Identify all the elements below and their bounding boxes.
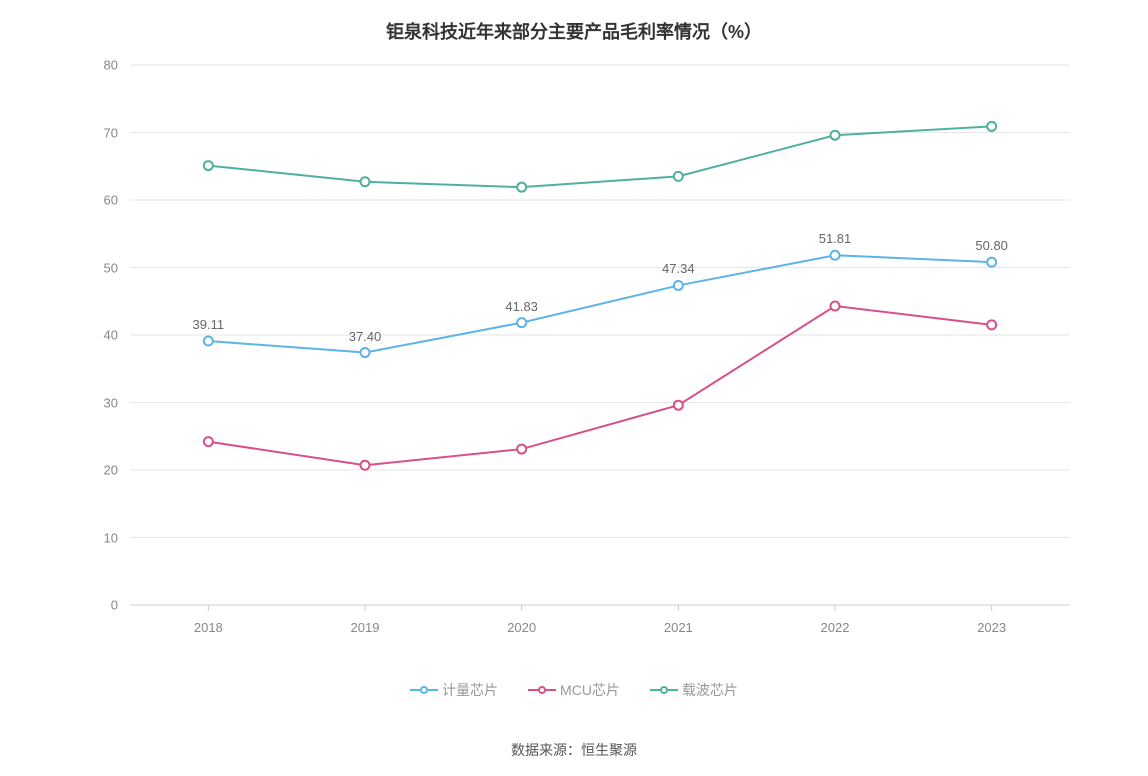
- legend-item[interactable]: 载波芯片: [650, 680, 738, 700]
- y-tick-label: 70: [78, 125, 118, 140]
- data-label: 51.81: [819, 231, 852, 246]
- legend-label: 载波芯片: [682, 680, 738, 700]
- legend-marker-icon: [528, 684, 556, 696]
- data-label: 39.11: [193, 317, 225, 332]
- y-tick-label: 50: [78, 260, 118, 275]
- y-tick-label: 30: [78, 395, 118, 410]
- legend-marker-icon: [650, 684, 678, 696]
- chart-svg: [130, 65, 1070, 605]
- x-tick-label: 2019: [351, 620, 380, 635]
- x-tick-label: 2023: [977, 620, 1006, 635]
- legend-item[interactable]: MCU芯片: [528, 680, 620, 700]
- data-label: 41.83: [505, 299, 538, 314]
- x-tick-label: 2022: [821, 620, 850, 635]
- data-label: 37.40: [349, 329, 382, 344]
- source-text: 数据来源：恒生聚源: [0, 740, 1148, 760]
- legend: 计量芯片 MCU芯片 载波芯片: [0, 680, 1148, 700]
- y-tick-label: 0: [78, 598, 118, 613]
- y-tick-label: 10: [78, 530, 118, 545]
- y-tick-label: 20: [78, 463, 118, 478]
- legend-marker-icon: [410, 684, 438, 696]
- data-label: 50.80: [975, 238, 1008, 253]
- plot-area: 0102030405060708020182019202020212022202…: [130, 65, 1070, 605]
- y-tick-label: 40: [78, 328, 118, 343]
- data-label: 47.34: [662, 261, 695, 276]
- legend-item[interactable]: 计量芯片: [410, 680, 498, 700]
- y-tick-label: 60: [78, 193, 118, 208]
- chart-title: 钜泉科技近年来部分主要产品毛利率情况（%）: [0, 0, 1148, 44]
- x-tick-label: 2020: [507, 620, 536, 635]
- legend-label: MCU芯片: [560, 680, 620, 700]
- chart-container: 钜泉科技近年来部分主要产品毛利率情况（%） 010203040506070802…: [0, 0, 1148, 776]
- legend-label: 计量芯片: [442, 680, 498, 700]
- x-tick-label: 2021: [664, 620, 693, 635]
- y-tick-label: 80: [78, 58, 118, 73]
- x-tick-label: 2018: [194, 620, 223, 635]
